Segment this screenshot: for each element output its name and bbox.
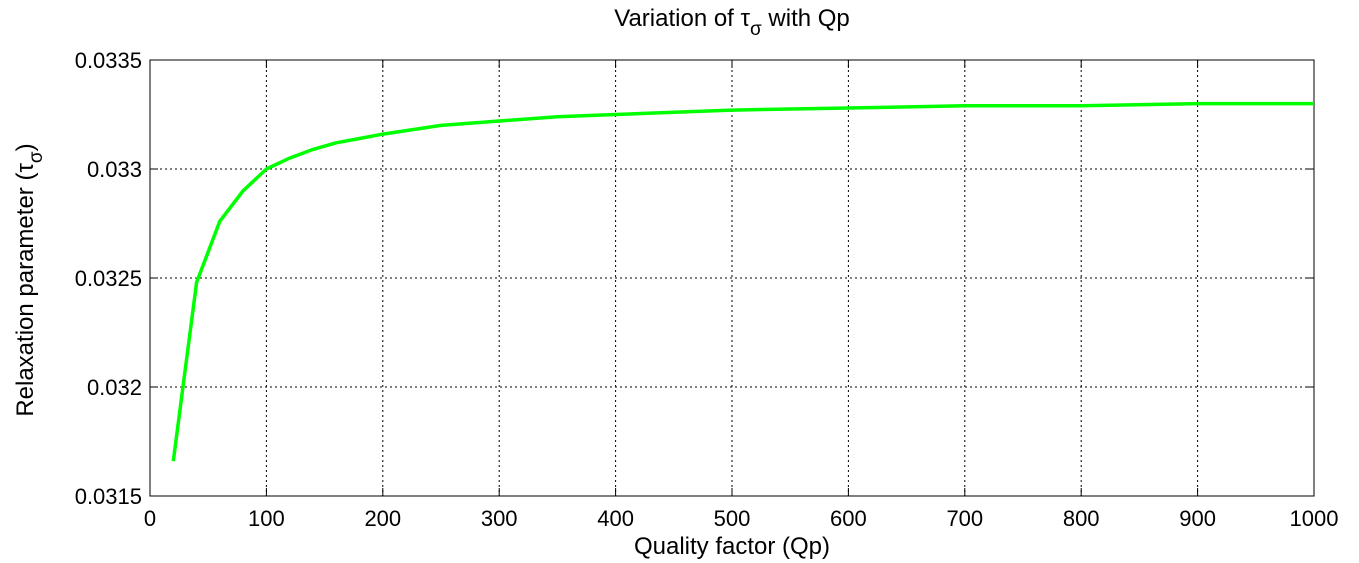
series-line [171, 101, 1314, 462]
y-axis-title-prefix: Relaxation parameter ( [12, 173, 39, 417]
x-tick-label: 200 [364, 506, 401, 531]
y-tick-label: 0.0325 [75, 266, 142, 291]
y-tick-labels: 0.0315 0.032 0.0325 0.033 0.0335 [75, 48, 142, 509]
y-axis-title: Relaxation parameter (τσ) [12, 143, 47, 416]
x-tick-label: 300 [481, 506, 518, 531]
y-tick-label: 0.0315 [75, 484, 142, 509]
y-tick-label: 0.0335 [75, 48, 142, 73]
axis-ticks [149, 59, 1315, 497]
grid [150, 60, 1314, 496]
y-tick-label: 0.033 [87, 157, 142, 182]
y-axis-title-subscript: σ [26, 151, 47, 163]
x-axis-title: Quality factor (Qp) [634, 533, 830, 560]
y-axis-title-suffix: ) [12, 143, 39, 151]
chart-title-suffix: with Qp [762, 5, 850, 32]
chart-title-subscript: σ [750, 19, 762, 40]
chart-title-symbol: τ [741, 5, 751, 32]
x-tick-label: 1000 [1290, 506, 1339, 531]
x-tick-label: 100 [248, 506, 285, 531]
x-tick-label: 400 [597, 506, 634, 531]
x-tick-label: 0 [144, 506, 156, 531]
y-tick-label: 0.032 [87, 375, 142, 400]
y-axis-title-symbol: τ [12, 163, 39, 173]
x-tick-label: 500 [714, 506, 751, 531]
chart-title-prefix: Variation of [614, 5, 740, 32]
x-tick-label: 700 [946, 506, 983, 531]
x-tick-labels: 0 100 200 300 400 500 600 700 800 900 1000 [144, 506, 1339, 531]
x-tick-label: 900 [1179, 506, 1216, 531]
x-tick-label: 600 [830, 506, 867, 531]
chart-title: Variation of τσ with Qp [614, 5, 850, 40]
x-tick-label: 800 [1063, 506, 1100, 531]
